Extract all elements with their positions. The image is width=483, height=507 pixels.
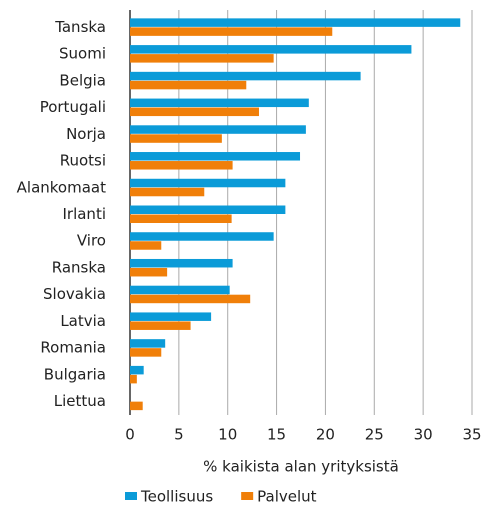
bar <box>130 71 361 81</box>
bar <box>130 107 259 117</box>
x-tick-label: 5 <box>174 426 184 444</box>
y-tick-label: Norja <box>66 125 106 143</box>
bar <box>130 45 412 54</box>
y-tick-label: Ruotsi <box>60 152 106 170</box>
x-axis-label: % kaikista alan yrityksistä <box>203 458 399 476</box>
x-tick-label: 10 <box>218 426 237 444</box>
bar <box>130 54 274 63</box>
y-tick-label: Romania <box>40 339 106 357</box>
bar <box>130 241 162 250</box>
y-tick-label: Alankomaat <box>17 178 106 196</box>
legend-label: Palvelut <box>257 488 317 506</box>
bar <box>130 294 251 304</box>
bar <box>130 27 333 36</box>
bar <box>130 339 166 348</box>
y-tick-label: Bulgaria <box>44 365 106 383</box>
bar <box>130 98 309 108</box>
x-tick-label: 35 <box>462 426 481 444</box>
y-tick-label: Viro <box>77 232 106 250</box>
x-tick-label: 0 <box>125 426 135 444</box>
y-tick-label: Portugali <box>40 98 106 116</box>
bar <box>130 348 162 357</box>
bar <box>130 178 286 188</box>
y-tick-label: Ranska <box>52 258 106 276</box>
bar <box>130 285 230 295</box>
y-tick-label: Slovakia <box>43 285 106 303</box>
bar <box>130 187 205 197</box>
x-tick-label: 20 <box>316 426 335 444</box>
x-tick-label: 25 <box>365 426 384 444</box>
y-tick-label: Suomi <box>59 45 106 63</box>
x-tick-label: 15 <box>267 426 286 444</box>
bar <box>130 232 274 241</box>
y-tick-label: Latvia <box>60 312 106 330</box>
bar <box>130 152 301 161</box>
x-tick-label: 30 <box>414 426 433 444</box>
bar <box>130 214 232 223</box>
y-tick-label: Irlanti <box>62 205 106 223</box>
bar <box>130 18 461 27</box>
y-tick-label: Liettua <box>54 392 106 410</box>
legend-label: Teollisuus <box>140 488 213 506</box>
bar <box>130 267 168 277</box>
y-tick-label: Belgia <box>59 71 106 89</box>
bar <box>130 258 233 268</box>
bar <box>130 161 233 170</box>
bar <box>130 80 247 90</box>
bar <box>130 321 191 330</box>
bar <box>130 312 212 321</box>
bar <box>130 365 144 375</box>
bar <box>130 374 137 384</box>
y-tick-label: Tanska <box>54 18 106 36</box>
legend-swatch <box>125 492 137 500</box>
legend-swatch <box>241 492 254 500</box>
bar <box>130 125 306 134</box>
bar <box>130 401 143 411</box>
bar <box>130 205 286 214</box>
bar <box>130 134 222 143</box>
